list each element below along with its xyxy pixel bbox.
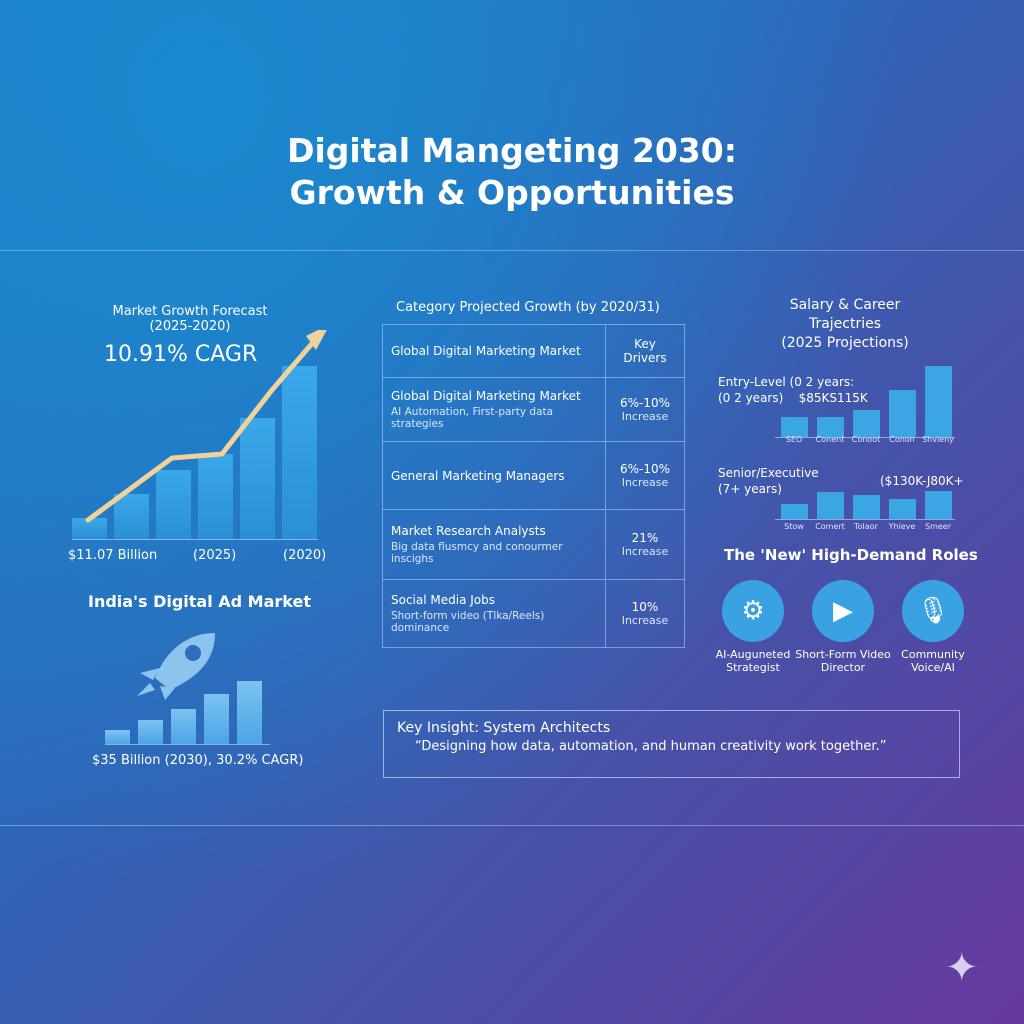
salary-bar [853, 410, 880, 437]
bar [156, 469, 191, 539]
senior-range: ($130K-J80K+ [880, 474, 964, 488]
forecast-label-2025: (2025) [193, 548, 237, 563]
entry-level-label: Entry-Level (0 2 years: (0 2 years) $85KS… [718, 375, 868, 405]
forecast-cagr: 10.91% CAGR [104, 342, 258, 367]
role-label: Community Voice/AI [901, 648, 965, 674]
video-play-icon: ▶ [812, 580, 874, 642]
bar [72, 518, 107, 539]
table-header-category: Global Digital Marketing Market [382, 324, 606, 378]
table-heading: Category Projected Growth (by 2020/31) [396, 300, 660, 315]
row-name: General Marketing Managers [391, 468, 565, 483]
row-desc: Short-form video (Tlka/Reels) dominance [391, 610, 545, 634]
salary-bar-label: Yhieve [888, 522, 916, 531]
salary-bar [889, 390, 916, 437]
senior-label: Senior/Executive (7+ years) [718, 466, 819, 496]
bar [204, 694, 229, 744]
brain-gears-icon: ⚙ [722, 580, 784, 642]
row-unit: Increase [621, 476, 669, 489]
salary-bar-label: Shvieny [922, 435, 954, 444]
salary-bar-label: Tolaor [854, 522, 878, 531]
table-row: General Marketing Managers 6%-10% Increase [382, 441, 685, 510]
microphone-search-icon: 🎙 [902, 580, 964, 642]
forecast-label-start: $11.07 Billion [68, 548, 158, 563]
salary-bar-label: SEO [785, 435, 803, 444]
divider-bottom [0, 825, 1024, 826]
salary-bar [781, 417, 808, 437]
row-unit: Increase [621, 410, 669, 423]
sparkle-icon: ✦ [945, 945, 979, 991]
india-chart [105, 678, 270, 745]
insight-title: Key Insight: System Architects [397, 720, 611, 736]
bar [198, 454, 233, 539]
bar [138, 720, 163, 744]
divider-top [0, 250, 1024, 251]
salary-bar [925, 491, 952, 519]
row-unit: Increase [621, 545, 669, 558]
page-title: Digital Mangeting 2030: Growth & Opportun… [287, 131, 737, 212]
salary-bar-label: Comert [815, 522, 845, 531]
rocket-icon [137, 633, 215, 700]
india-heading: India's Digital Ad Market [88, 592, 311, 611]
bar [114, 494, 149, 539]
forecast-heading: Market Growth Forecast (2025-2020) [112, 304, 268, 334]
salary-bar [889, 499, 916, 519]
salary-heading: Salary & Career Trajectries (2025 Projecti… [781, 297, 909, 351]
row-value: 6%-10% [619, 462, 671, 476]
row-desc: Big data flusmcy and conourmer inscighs [391, 541, 563, 565]
bar [282, 366, 317, 539]
salary-bar-label: Conoot [851, 435, 881, 444]
table-row: Global Digital Marketing Market AI Automa… [382, 377, 685, 442]
entry-chart: SEO Conent Conoot Conon Shvieny [775, 360, 955, 444]
bar [240, 417, 275, 539]
row-name: Market Research Analysts [391, 524, 546, 538]
row-value: 6%-10% [619, 396, 671, 410]
trend-arrow [85, 330, 327, 523]
salary-bar-label: Smeer [924, 522, 951, 531]
table-header-drivers: Key Drivers [605, 324, 685, 378]
table-header-row: Global Digital Marketing Market Key Drive… [382, 324, 685, 378]
forecast-chart [72, 330, 327, 540]
growth-table: Global Digital Marketing Market Key Drive… [382, 324, 685, 648]
row-unit: Increase [621, 614, 669, 627]
salary-bar [817, 417, 844, 437]
bar [237, 681, 262, 744]
table-row: Market Research Analysts Big data flusmcy… [382, 509, 685, 580]
row-value: 10% [631, 600, 659, 614]
key-insight-box: Key Insight: System Architects “Designin… [383, 710, 960, 778]
forecast-label-2020: (2020) [283, 548, 327, 563]
row-name: Global Digital Marketing Market [391, 389, 581, 403]
entry-range: $85KS115K [798, 391, 868, 405]
bar [105, 730, 130, 744]
salary-bar [781, 503, 808, 519]
insight-quote: “Designing how data, automation, and hum… [415, 739, 887, 754]
salary-bar-label: Conon [889, 435, 915, 444]
india-caption: $35 Billion (2030), 30.2% CAGR) [92, 753, 304, 768]
roles-heading: The 'New' High-Demand Roles [724, 546, 978, 564]
salary-bar-label: Stow [784, 522, 804, 531]
salary-bar-label: Conent [815, 435, 845, 444]
senior-chart: Stow Comert Tolaor Yhieve Smeer [775, 490, 955, 531]
salary-bar [925, 366, 952, 437]
row-desc: AI Automation, First-party data strategi… [391, 406, 554, 430]
salary-bar [817, 492, 844, 519]
row-name: Social Media Jobs [391, 593, 495, 607]
row-value: 21% [631, 531, 659, 545]
role-label: Short-Form Video Director [795, 648, 891, 674]
table-row: Social Media Jobs Short-form video (Tlka/… [382, 579, 685, 648]
role-label: AI-Auguneted Strategist [715, 648, 791, 674]
bar [171, 708, 196, 744]
salary-bar [853, 494, 880, 519]
